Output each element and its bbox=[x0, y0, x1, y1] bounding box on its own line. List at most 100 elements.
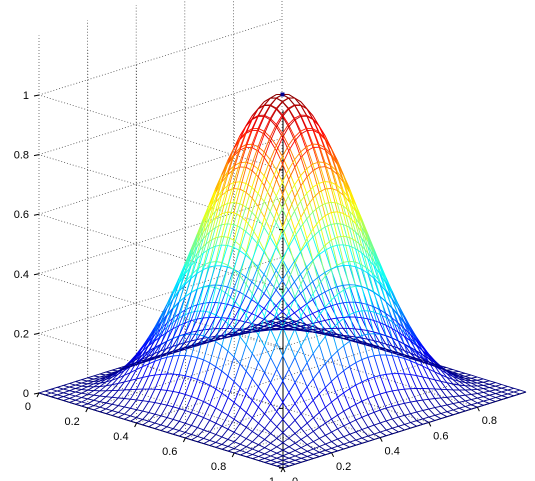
mesh-segment bbox=[154, 428, 162, 431]
mesh-segment bbox=[307, 441, 314, 446]
mesh-segment bbox=[148, 413, 156, 422]
mesh-segment bbox=[264, 395, 271, 404]
mesh-segment bbox=[342, 182, 350, 203]
mesh-segment bbox=[324, 181, 332, 183]
mesh-segment bbox=[118, 381, 125, 384]
mesh-segment bbox=[63, 396, 70, 399]
mesh-segment bbox=[245, 128, 253, 145]
mesh-segment bbox=[434, 371, 441, 376]
mesh-segment bbox=[251, 326, 258, 329]
mesh-segment bbox=[294, 320, 301, 324]
mesh-segment bbox=[330, 182, 338, 204]
mesh-segment bbox=[385, 301, 393, 309]
mesh-segment bbox=[227, 224, 235, 246]
mesh-segment bbox=[221, 236, 228, 238]
mesh-segment bbox=[81, 398, 89, 403]
mesh-segment bbox=[178, 296, 186, 315]
mesh-segment bbox=[215, 182, 223, 203]
mesh-segment bbox=[342, 335, 350, 339]
mesh-segment bbox=[288, 457, 296, 461]
mesh-segment bbox=[275, 258, 283, 271]
mesh-segment bbox=[361, 398, 369, 402]
mesh-segment bbox=[385, 420, 393, 429]
mesh-segment bbox=[57, 392, 64, 396]
mesh-segment bbox=[361, 342, 368, 345]
mesh-segment bbox=[239, 310, 247, 321]
mesh-segment bbox=[495, 395, 502, 398]
mesh-segment bbox=[312, 276, 320, 283]
mesh-segment bbox=[263, 97, 271, 106]
mesh-segment bbox=[477, 402, 484, 406]
mesh-segment bbox=[373, 346, 380, 350]
mesh-segment bbox=[282, 326, 289, 330]
mesh-segment bbox=[275, 169, 283, 183]
mesh-segment bbox=[105, 390, 113, 398]
mesh-segment bbox=[416, 337, 423, 347]
mesh-segment bbox=[464, 374, 472, 377]
mesh-segment bbox=[306, 146, 314, 165]
mesh-segment bbox=[269, 324, 277, 329]
mesh-segment bbox=[294, 116, 302, 121]
mesh-segment bbox=[379, 263, 387, 278]
mesh-segment bbox=[215, 180, 223, 199]
mesh-segment bbox=[330, 188, 338, 212]
mesh-segment bbox=[331, 418, 338, 430]
mesh-segment bbox=[184, 252, 192, 272]
mesh-segment bbox=[313, 441, 320, 447]
mesh-segment bbox=[227, 154, 235, 172]
mesh-segment bbox=[288, 278, 296, 298]
mesh-segment bbox=[51, 394, 58, 398]
mesh-segment bbox=[245, 198, 253, 222]
mesh-segment bbox=[404, 424, 411, 429]
mesh-segment bbox=[270, 94, 277, 99]
mesh-segment bbox=[312, 147, 320, 168]
mesh-segment bbox=[306, 108, 314, 120]
z-tick-mark bbox=[33, 332, 40, 335]
mesh-segment bbox=[367, 411, 375, 416]
mesh-segment bbox=[318, 283, 326, 308]
mesh-segment bbox=[87, 390, 95, 395]
mesh-segment bbox=[349, 444, 357, 448]
mesh-segment bbox=[300, 334, 308, 347]
mesh-segment bbox=[135, 350, 143, 360]
mesh-segment bbox=[197, 357, 204, 361]
mesh-segment bbox=[263, 184, 271, 202]
mesh-segment bbox=[239, 275, 247, 285]
mesh-segment bbox=[246, 427, 253, 432]
mesh-segment bbox=[373, 422, 381, 426]
mesh-segment bbox=[300, 168, 308, 176]
mesh-segment bbox=[331, 201, 338, 204]
mesh-segment bbox=[294, 159, 302, 176]
mesh-segment bbox=[306, 163, 314, 170]
mesh-segment bbox=[148, 401, 155, 404]
mesh-segment bbox=[87, 407, 95, 411]
mesh-segment bbox=[221, 428, 229, 438]
mesh-segment bbox=[75, 389, 82, 393]
mesh-segment bbox=[111, 397, 119, 405]
mesh-segment bbox=[336, 202, 344, 225]
mesh-segment bbox=[410, 338, 417, 345]
mesh-segment bbox=[190, 379, 198, 397]
mesh-segment bbox=[337, 375, 345, 394]
mesh-segment bbox=[312, 310, 319, 314]
mesh-segment bbox=[416, 423, 423, 427]
mesh-segment bbox=[257, 308, 265, 317]
mesh-segment bbox=[306, 170, 314, 178]
mesh-segment bbox=[477, 388, 484, 390]
mesh-segment bbox=[234, 450, 241, 454]
mesh-segment bbox=[166, 426, 174, 430]
mesh-segment bbox=[288, 179, 296, 198]
y-tick-mark bbox=[379, 437, 383, 442]
mesh-segment bbox=[196, 231, 204, 254]
mesh-segment bbox=[294, 211, 302, 228]
mesh-segment bbox=[330, 153, 338, 164]
mesh-segment bbox=[148, 389, 156, 402]
mesh-segment bbox=[355, 208, 362, 221]
mesh-segment bbox=[136, 417, 143, 420]
mesh-segment bbox=[269, 107, 277, 119]
mesh-segment bbox=[172, 343, 179, 347]
mesh-segment bbox=[190, 398, 198, 413]
mesh-segment bbox=[276, 452, 284, 457]
mesh-segment bbox=[239, 329, 246, 333]
mesh-segment bbox=[257, 201, 265, 220]
